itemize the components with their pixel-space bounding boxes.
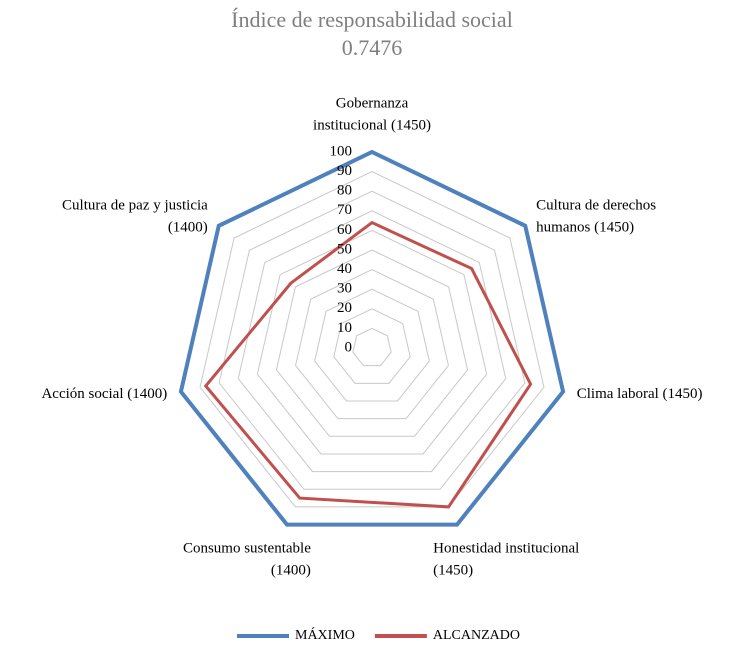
y-tick-label: 40 — [337, 261, 352, 277]
grid-line — [314, 288, 430, 402]
grid-line — [237, 210, 507, 473]
legend-label: MÁXIMO — [295, 626, 355, 643]
category-label: (1400) — [271, 563, 311, 579]
category-label: humanos (1450) — [536, 220, 634, 236]
y-tick-label: 60 — [337, 222, 352, 238]
legend-label: ALCANZADO — [433, 628, 520, 643]
y-tick-label: 70 — [337, 202, 352, 218]
y-tick-label: 30 — [337, 281, 352, 297]
y-tick-label: 10 — [337, 320, 352, 336]
grid-line — [199, 171, 545, 508]
category-label: institucional (1450) — [313, 117, 431, 133]
category-label: Consumo sustentable — [183, 541, 311, 557]
grid-line — [333, 308, 411, 384]
y-tick-label: 0 — [345, 339, 353, 355]
y-tick-label: 20 — [337, 300, 352, 316]
category-label: Cultura de derechos — [536, 198, 656, 214]
grid-line — [256, 229, 488, 455]
grid-line — [352, 327, 392, 367]
chart-title: Índice de responsabilidad social — [231, 7, 513, 32]
grid-line — [295, 269, 449, 420]
series-line — [178, 149, 566, 527]
grid-line — [275, 249, 469, 437]
category-label: Cultura de paz y justicia — [62, 198, 208, 214]
category-label: Honestidad institucional — [433, 541, 579, 557]
category-label: Clima laboral (1450) — [577, 386, 703, 402]
category-label: Gobernanza — [336, 95, 409, 111]
category-label: Acción social (1400) — [41, 386, 167, 402]
y-tick-label: 100 — [330, 143, 353, 159]
series-line — [203, 220, 533, 509]
category-label: (1400) — [168, 220, 208, 236]
y-tick-label: 90 — [337, 163, 352, 179]
chart-subtitle: 0.7476 — [342, 35, 403, 60]
y-tick-label: 50 — [337, 241, 352, 257]
grid-line — [218, 190, 526, 490]
y-tick-label: 80 — [337, 183, 352, 199]
category-label: (1450) — [433, 563, 473, 579]
